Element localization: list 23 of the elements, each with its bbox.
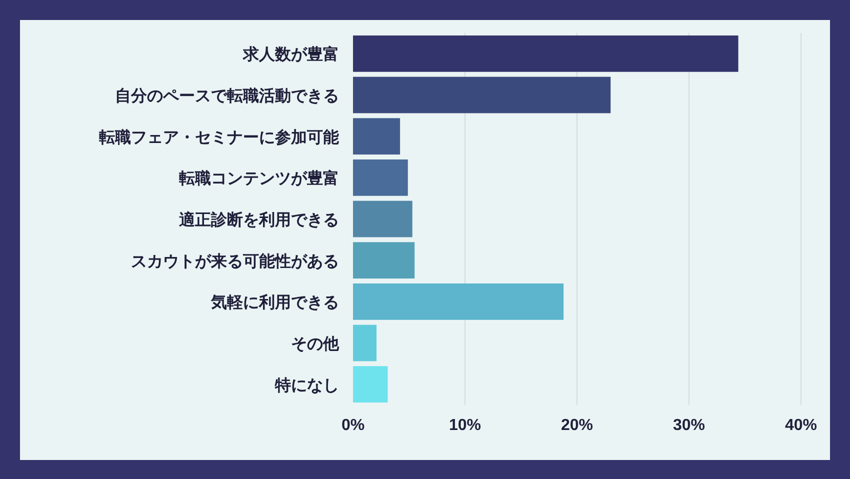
bar: [353, 283, 564, 320]
y-tick-label: 求人数が豊富: [242, 44, 339, 64]
bar: [353, 242, 415, 279]
x-tick-label: 0%: [341, 417, 365, 434]
y-tick-label: スカウトが来る可能性がある: [131, 252, 339, 270]
bar: [353, 76, 611, 114]
x-tick-label: 30%: [672, 417, 706, 434]
x-tick-label: 10%: [448, 417, 482, 434]
bar: [353, 118, 400, 155]
bar: [353, 35, 738, 72]
bar: [353, 324, 377, 362]
y-tick-label: 気軽に利用できる: [210, 294, 339, 312]
bar: [353, 366, 388, 403]
y-tick-label: 自分のペースで転職活動できる: [115, 87, 339, 105]
y-tick-label: その他: [291, 335, 340, 353]
x-tick-label: 20%: [560, 417, 594, 434]
x-tick-label: 40%: [784, 417, 818, 434]
bar: [353, 159, 408, 196]
y-tick-label: 転職フェア・セミナーに参加可能: [99, 128, 339, 146]
bar: [353, 200, 412, 238]
y-tick-label: 適正診断を利用できる: [178, 210, 339, 229]
y-tick-label: 転職コンテンツが豊富: [179, 168, 339, 188]
y-tick-label: 特になし: [274, 376, 339, 394]
